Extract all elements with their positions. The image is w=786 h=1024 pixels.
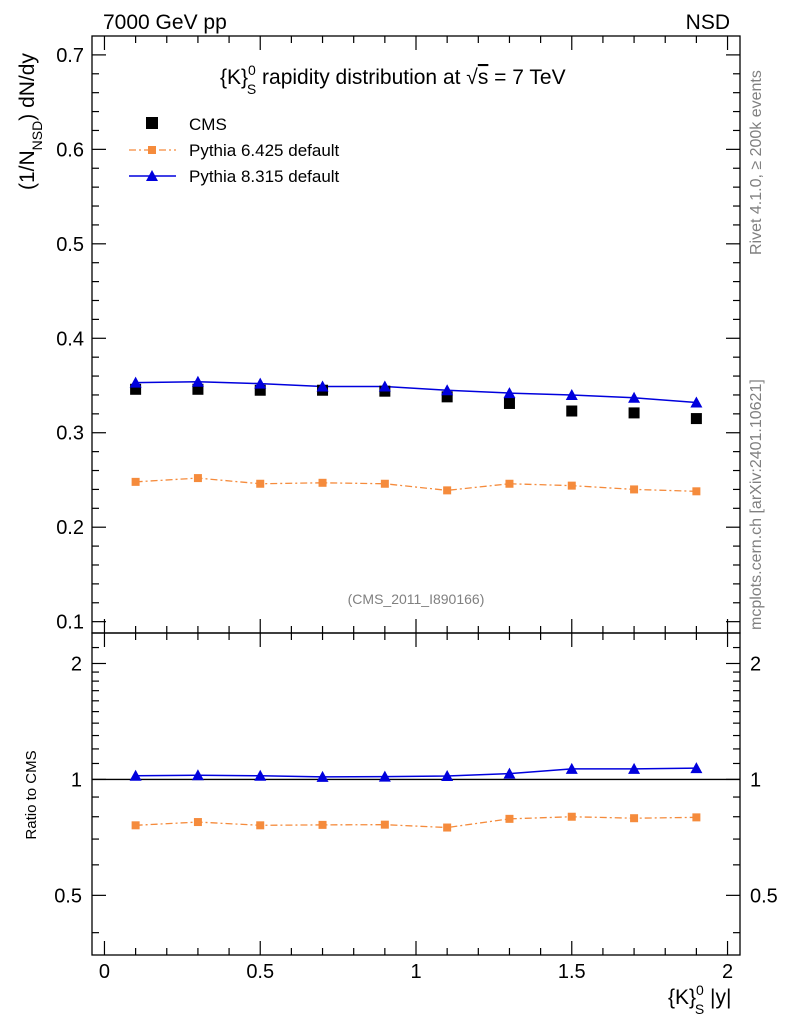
pythia8-point: [441, 384, 454, 396]
pythia8-point: [503, 387, 516, 399]
mcplots-label: mcplots.cern.ch [arXiv:2401.10621]: [748, 379, 765, 630]
cms-point: [503, 397, 515, 409]
cms-point: [690, 413, 702, 425]
y-tick-label: 0.4: [56, 328, 84, 350]
pythia6-point: [567, 481, 576, 490]
ratio-pythia6-point: [193, 818, 202, 827]
ratio-pythia6-point: [630, 814, 639, 823]
y-tick-label: 0.3: [56, 423, 84, 445]
y-tick-label: 0.7: [56, 45, 84, 67]
main-data: [129, 375, 703, 496]
legend: CMS Pythia 6.425 default Pythia 8.315 de…: [129, 115, 340, 186]
legend-cms-marker: [146, 117, 158, 129]
ratio-y-tick-label-right: 0.5: [750, 885, 778, 907]
pythia6-point: [630, 485, 639, 494]
pythia8-line: [135, 380, 697, 404]
ratio-y-ticks: 0.5 0.5 1 1 2 2: [54, 646, 778, 934]
y-tick-label: 0.5: [56, 234, 84, 256]
x-tick-label: 0.5: [246, 961, 274, 983]
ratio-y-label: Ratio to CMS: [23, 750, 40, 839]
ratio-pythia8-point: [316, 770, 329, 782]
pythia8-point: [191, 375, 204, 387]
legend-cms-label: CMS: [189, 115, 227, 134]
chart-title: {K}0 S rapidity distribution at √s = 7 Te…: [220, 62, 566, 97]
pythia6-point: [505, 479, 514, 488]
ratio-pythia8-point: [129, 769, 142, 781]
cms-point: [441, 391, 453, 403]
pythia8-point: [690, 396, 703, 408]
pythia8-point: [254, 377, 267, 389]
y-tick-label: 0.2: [56, 517, 84, 539]
pythia6-point: [443, 486, 452, 495]
ratio-pythia8-point: [378, 770, 391, 782]
pythia6-point: [318, 478, 327, 487]
ratio-panel-frame: [91, 632, 741, 956]
pythia6-point: [131, 477, 140, 486]
ratio-pythia6-point: [131, 821, 140, 830]
main-y-ticks: 0.1 0.2 0.3 0.4 0.5 0.6 0.7: [56, 45, 740, 634]
ratio-y-tick-label: 0.5: [54, 885, 82, 907]
ratio-pythia6-point: [256, 821, 265, 830]
pythia8-point: [129, 376, 142, 388]
ratio-pythia8-point: [441, 769, 454, 781]
x-tick-label: 1.5: [558, 961, 586, 983]
ratio-pythia6-line: [135, 816, 697, 829]
y-tick-label: 0.1: [56, 612, 84, 634]
x-tick-label: 0: [99, 961, 110, 983]
ratio-pythia6-point: [692, 813, 701, 822]
main-y-label: (1/NNSD) dN/dy: [16, 53, 45, 190]
pythia6-point: [380, 479, 389, 488]
pythia8-point: [628, 391, 641, 403]
ratio-pythia8-point: [191, 769, 204, 781]
ratio-y-tick-label: 1: [71, 769, 82, 791]
legend-pythia8-marker: [146, 170, 158, 181]
pythia8-point: [378, 380, 391, 392]
cms-point: [192, 383, 204, 395]
ratio-pythia8-point: [254, 769, 267, 781]
y-tick-label: 0.6: [56, 139, 84, 161]
ratio-pythia6-point: [380, 820, 389, 829]
pythia6-point: [256, 479, 265, 488]
ratio-pythia8-point: [628, 762, 641, 774]
pythia6-point: [692, 487, 701, 496]
header-left: 7000 GeV pp: [103, 11, 227, 34]
analysis-tag: (CMS_2011_I890166): [348, 591, 485, 607]
legend-pythia6-marker: [148, 146, 156, 154]
ratio-pythia8-point: [503, 767, 516, 779]
ratio-y-tick-label-right: 1: [750, 769, 761, 791]
ratio-data: [129, 762, 703, 832]
cms-point: [254, 384, 266, 396]
x-ticks: 0 0.5 1 1.5 2: [99, 36, 733, 983]
ratio-pythia6-point: [318, 820, 327, 829]
cms-point: [566, 405, 578, 417]
ratio-pythia6-point: [443, 823, 452, 832]
cms-point: [628, 407, 640, 419]
ratio-pythia8-point: [565, 762, 578, 774]
ratio-y-tick-label-right: 2: [750, 653, 761, 675]
pythia6-line: [135, 477, 697, 492]
pythia8-point: [316, 380, 329, 392]
pythia6-point: [193, 474, 202, 483]
pythia8-point: [565, 388, 578, 400]
legend-pythia6-label: Pythia 6.425 default: [189, 141, 340, 160]
x-tick-label: 2: [722, 961, 733, 983]
rivet-label: Rivet 4.1.0, ≥ 200k events: [748, 70, 765, 255]
ratio-pythia8-line: [135, 767, 697, 778]
cms-point: [130, 383, 142, 395]
ratio-y-tick-label: 2: [71, 653, 82, 675]
header-right: NSD: [686, 11, 730, 34]
ratio-pythia6-point: [505, 814, 514, 823]
x-axis-label: {K}0 S |y|: [668, 982, 731, 1017]
ratio-pythia8-point: [690, 762, 703, 774]
x-tick-label: 1: [410, 961, 421, 983]
ratio-pythia6-point: [567, 812, 576, 821]
legend-pythia8-label: Pythia 8.315 default: [189, 167, 340, 186]
